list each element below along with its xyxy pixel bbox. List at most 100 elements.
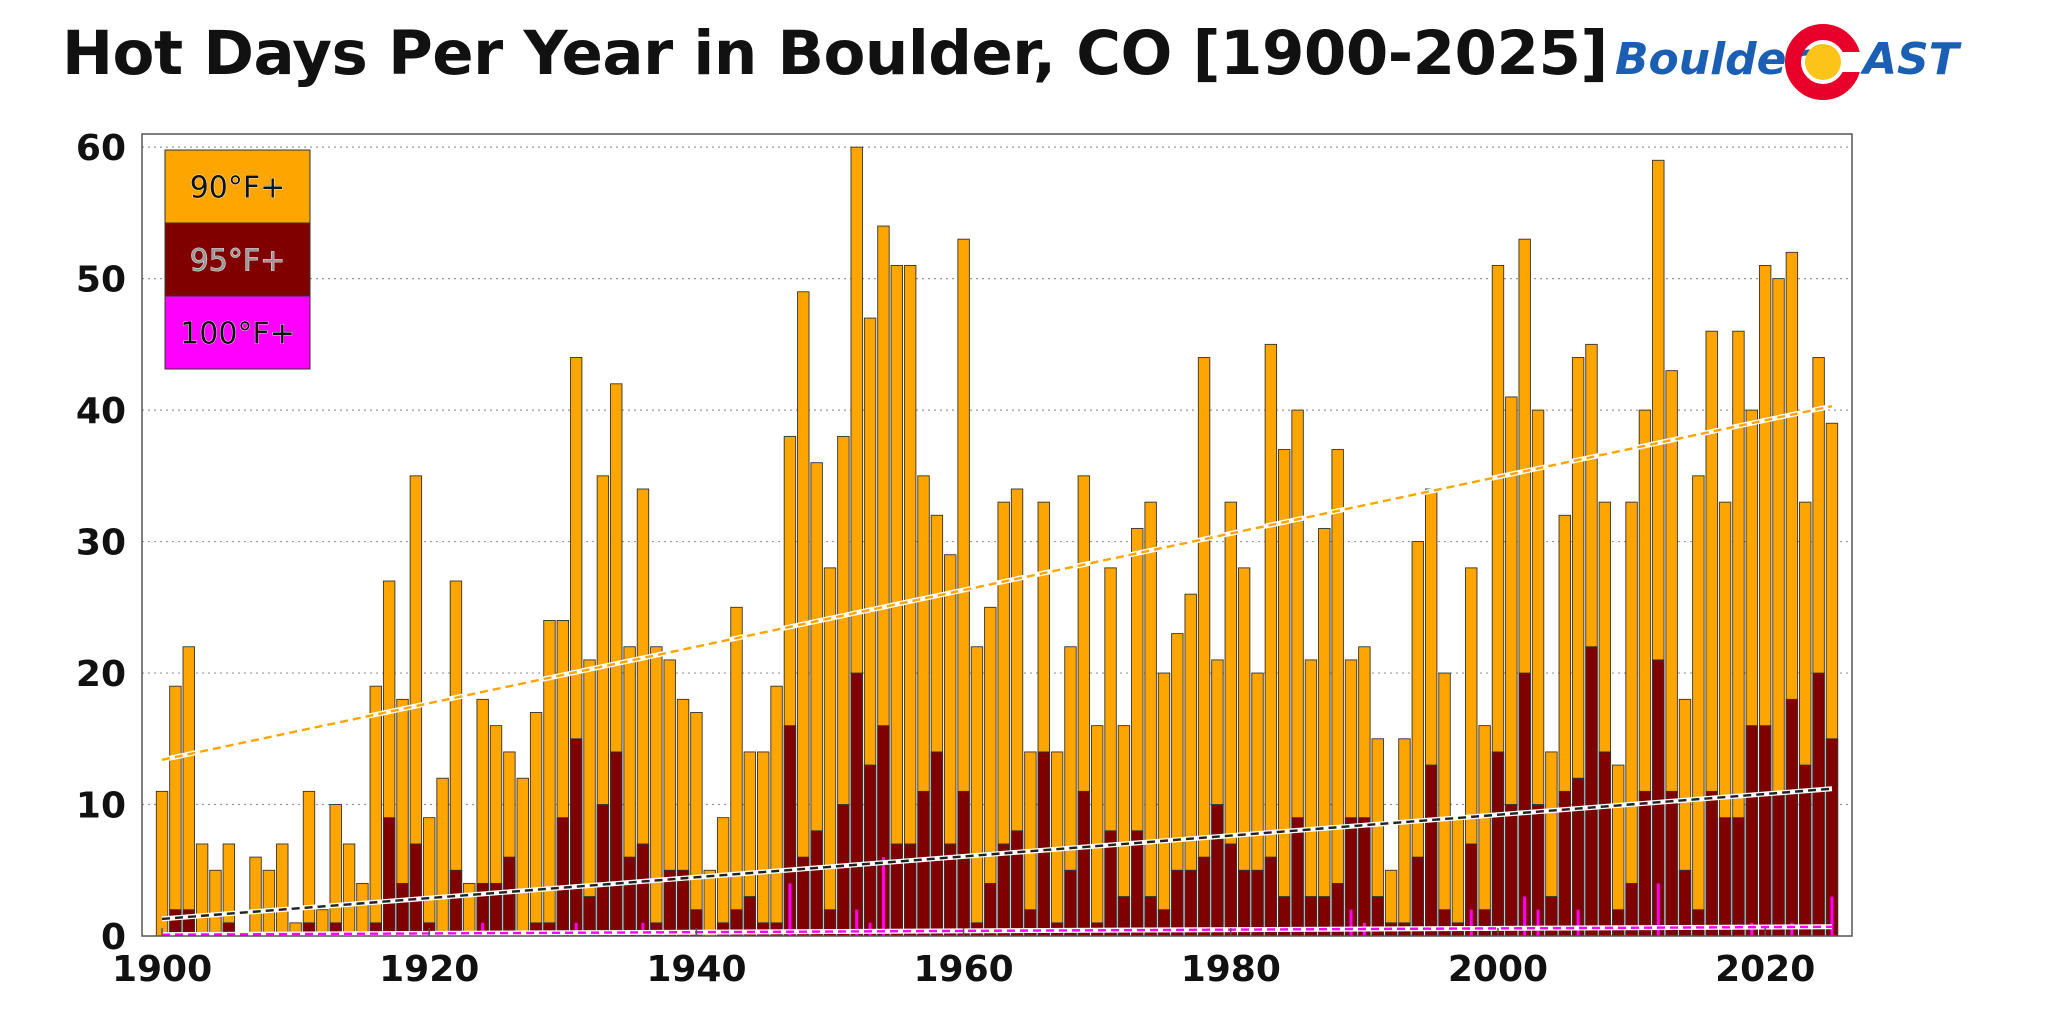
bar-90f <box>249 856 262 937</box>
x-tick-label: 1940 <box>646 949 746 990</box>
axis-ticks: 0 10 20 30 40 50 60 1900 1920 1940 1960 1980 2000 202… <box>76 128 1815 990</box>
bar-100f <box>855 909 859 936</box>
bar-90f <box>369 685 382 937</box>
bar-90f <box>423 817 436 937</box>
bar-95f <box>382 817 396 937</box>
plot-frame <box>141 133 1853 937</box>
y-tick-label: 50 <box>76 260 126 301</box>
trendline-100f <box>162 925 1832 936</box>
bar-100f <box>1576 909 1580 936</box>
bar-90f <box>1264 343 1278 937</box>
bar-95f <box>837 804 850 937</box>
bar-95f <box>1558 790 1571 937</box>
bar-95f <box>957 790 970 937</box>
bar-95f <box>1638 790 1652 937</box>
bar-95f <box>1171 869 1184 937</box>
logo-text-boulder: Boulder <box>1615 34 1809 85</box>
bar-90f <box>209 869 222 937</box>
bar-100f <box>788 883 792 936</box>
bar-90f <box>757 751 770 937</box>
bars <box>155 146 1839 937</box>
bar-95f <box>623 856 636 937</box>
trendline-95f <box>161 787 1833 921</box>
bar-100f <box>1349 909 1353 936</box>
trendlines <box>161 403 1833 938</box>
bar-95f <box>1745 725 1758 937</box>
bar-95f <box>1491 751 1505 937</box>
bar-95f <box>1505 804 1518 937</box>
trendline-90f <box>161 404 1833 761</box>
bar-95f <box>863 764 877 937</box>
y-tick-label: 60 <box>76 128 126 169</box>
bar-95f <box>1184 869 1197 937</box>
bar-90f <box>890 265 903 937</box>
bar-95f <box>1251 869 1264 937</box>
bar-90f <box>730 606 743 937</box>
bar-90f <box>1318 527 1331 937</box>
bar-90f <box>276 843 289 937</box>
bar-90f <box>1304 659 1318 937</box>
bar-90f <box>329 804 342 937</box>
bar-90f <box>516 777 529 937</box>
logo-ring-gap <box>1835 52 1863 72</box>
bar-95f <box>1224 843 1237 937</box>
logo-text-ast: AST <box>1863 34 1959 85</box>
bar-95f <box>1131 830 1144 937</box>
bar-90f <box>436 777 449 937</box>
bar-90f <box>155 790 169 937</box>
bar-90f <box>970 646 984 937</box>
bar-90f <box>356 882 369 937</box>
y-tick-label: 40 <box>76 391 126 432</box>
bar-95f <box>903 843 917 937</box>
bar-90f <box>1451 817 1465 937</box>
bar-95f <box>850 672 863 937</box>
bar-90f <box>1144 501 1157 937</box>
legend-label-90f: 90°F+ <box>190 171 286 206</box>
x-tick-label: 1900 <box>112 949 212 990</box>
bar-95f <box>1291 817 1304 937</box>
bar-90f <box>823 567 837 937</box>
y-tick-label: 20 <box>76 654 126 695</box>
legend-label-100f: 100°F+ <box>180 317 295 352</box>
bar-95f <box>610 751 623 937</box>
x-tick-label: 2000 <box>1448 949 1548 990</box>
bar-100f <box>1656 883 1660 936</box>
bar-90f <box>302 790 316 937</box>
bar-90f <box>1478 725 1491 937</box>
bar-90f <box>1197 357 1211 937</box>
bar-95f <box>1438 909 1451 937</box>
bar-95f <box>1665 790 1678 937</box>
bar-95f <box>1612 909 1625 937</box>
bar-100f <box>481 922 485 936</box>
bar-90f <box>463 882 476 937</box>
bar-90f <box>1050 751 1064 937</box>
bar-95f <box>810 830 823 937</box>
bar-90f <box>770 685 783 937</box>
bar-90f <box>182 646 195 937</box>
bar-95f <box>917 790 930 937</box>
bar-95f <box>409 843 423 937</box>
bar-95f <box>1064 869 1077 937</box>
bar-90f <box>1157 672 1171 937</box>
bar-95f <box>984 882 997 937</box>
legend-swatch-90f <box>164 149 311 224</box>
bar-90f <box>690 712 703 937</box>
bar-95f <box>890 843 903 937</box>
bar-95f <box>1411 856 1425 937</box>
bar-95f <box>1598 751 1612 937</box>
bar-95f <box>1585 646 1598 937</box>
bar-95f <box>396 882 409 937</box>
bar-95f <box>1237 869 1251 937</box>
bar-95f <box>596 804 610 937</box>
bar-95f <box>569 738 583 937</box>
legend: 90°F+ 95°F+ 100°F+ <box>164 149 311 370</box>
bar-95f <box>1197 856 1211 937</box>
logo-sun <box>1805 44 1841 80</box>
bar-90f <box>703 869 716 937</box>
bar-95f <box>1037 751 1050 937</box>
bar-95f <box>1264 856 1278 937</box>
bar-90f <box>1692 475 1705 937</box>
bar-95f <box>556 817 570 937</box>
bar-90f <box>583 659 596 937</box>
